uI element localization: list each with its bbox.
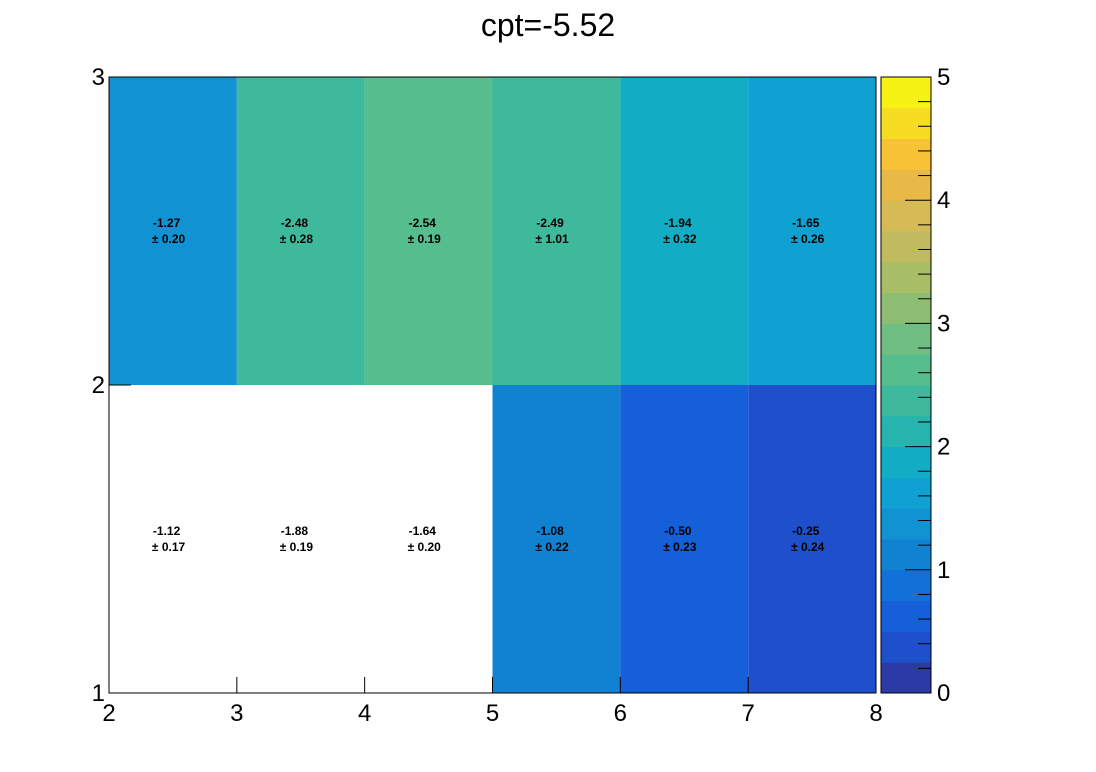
cell-error-label: ± 0.32 — [663, 232, 697, 246]
colorbar-band — [881, 261, 931, 294]
x-tick-label: 3 — [230, 700, 243, 727]
colorbar-band — [881, 354, 931, 386]
x-tick-label: 6 — [614, 700, 627, 727]
colorbar-band — [881, 138, 931, 170]
y-tick-label: 1 — [92, 680, 105, 707]
heatmap-cell — [620, 385, 749, 693]
colorbar-band — [881, 508, 931, 540]
x-tick-label: 4 — [358, 700, 371, 727]
colorbar-band — [881, 323, 931, 355]
cell-error-label: ± 0.22 — [535, 540, 569, 554]
cell-error-label: ± 0.17 — [152, 540, 186, 554]
x-tick-label: 5 — [486, 700, 499, 727]
cell-error-label: ± 0.19 — [408, 232, 442, 246]
colorbar-band — [881, 600, 931, 632]
cell-error-label: ± 1.01 — [535, 232, 569, 246]
heatmap-cell — [748, 77, 876, 385]
colorbar: 0 1 2 3 4 5 — [880, 64, 950, 707]
x-tick-label: 8 — [869, 700, 882, 727]
colorbar-band — [881, 477, 931, 509]
cell-value-label: -0.50 — [664, 524, 692, 538]
heatmap-cell — [109, 77, 237, 385]
cell-error-label: ± 0.19 — [280, 540, 314, 554]
cell-value-label: -1.88 — [281, 524, 309, 538]
colorbar-band — [881, 107, 931, 140]
cell-error-label: ± 0.24 — [791, 540, 825, 554]
colorbar-band — [881, 292, 931, 324]
heatmap-cell — [492, 77, 621, 385]
cell-value-label: -1.27 — [153, 216, 181, 230]
cell-error-label: ± 0.26 — [791, 232, 825, 246]
cell-labels: -1.27 ± 0.20 -2.48 ± 0.28 -2.54 ± 0.19 -2.49 ± … — [152, 216, 825, 554]
colorbar-tick-label: 4 — [937, 187, 950, 214]
heatmap-cell — [620, 77, 749, 385]
cell-value-label: -1.08 — [536, 524, 564, 538]
cell-value-label: -0.25 — [792, 524, 820, 538]
colorbar-band — [881, 662, 931, 694]
cell-value-label: -1.64 — [409, 524, 437, 538]
colorbar-band — [881, 77, 931, 109]
colorbar-tick-label: 3 — [937, 310, 950, 337]
heatmap-cell — [748, 385, 876, 693]
cell-value-label: -1.12 — [153, 524, 181, 538]
cell-value-label: -1.65 — [792, 216, 820, 230]
cell-error-label: ± 0.23 — [663, 540, 697, 554]
cell-value-label: -2.49 — [536, 216, 564, 230]
colorbar-band — [881, 569, 931, 602]
cell-error-label: ± 0.20 — [408, 540, 442, 554]
cell-value-label: -2.48 — [281, 216, 309, 230]
x-tick-label: 7 — [741, 700, 754, 727]
colorbar-band — [881, 415, 931, 448]
heatmap-cells — [109, 77, 876, 693]
colorbar-tick-label: 1 — [937, 557, 950, 584]
cell-value-label: -1.94 — [664, 216, 692, 230]
colorbar-tick-label: 5 — [937, 64, 950, 91]
colorbar-band — [881, 169, 931, 201]
colorbar-band — [881, 385, 931, 417]
colorbar-band — [881, 631, 931, 663]
colorbar-band — [881, 200, 931, 232]
colorbar-band — [881, 231, 931, 263]
chart-title: cpt=-5.52 — [481, 7, 615, 43]
colorbar-tick-label: 2 — [937, 434, 950, 461]
cell-error-label: ± 0.28 — [280, 232, 314, 246]
x-tick-label: 2 — [102, 700, 115, 727]
y-tick-label: 3 — [92, 64, 105, 91]
colorbar-tick-label: 0 — [937, 680, 950, 707]
colorbar-band — [881, 446, 931, 478]
cell-error-label: ± 0.20 — [152, 232, 186, 246]
heatmap-cell — [236, 77, 365, 385]
colorbar-band — [881, 539, 931, 571]
y-tick-label: 2 — [92, 372, 105, 399]
heatmap-cell — [492, 385, 621, 693]
cell-value-label: -2.54 — [409, 216, 437, 230]
heatmap-cell — [364, 77, 493, 385]
